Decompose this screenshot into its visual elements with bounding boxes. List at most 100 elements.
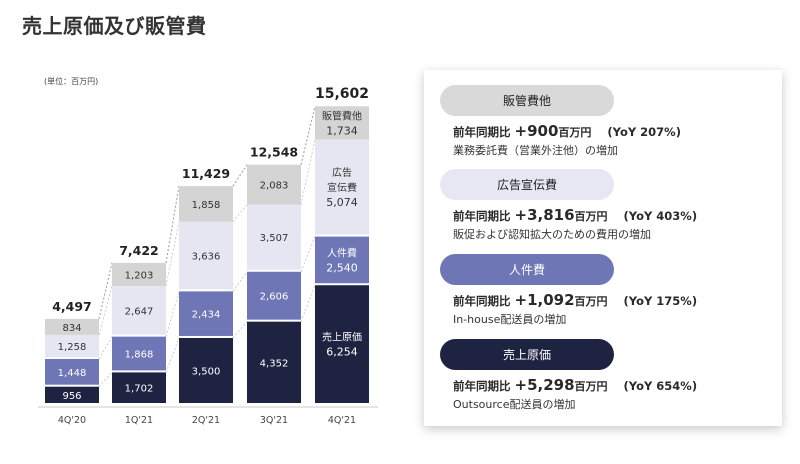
cogs-change: 前年同期比 +5,298百万円 (YoY 654%) [453,376,770,394]
connector-line [98,372,113,387]
value-label: 2,540 [326,261,358,274]
value-label: 1,448 [58,368,87,379]
value-label: 5,074 [326,196,358,209]
connector-line [165,291,180,337]
value-label: 2,647 [125,306,154,317]
unit-label: (単位：百万円) [44,77,99,86]
value-label: 956 [62,391,81,402]
total-label: 12,548 [250,145,298,160]
yoy-value: (YoY 175%) [623,294,698,308]
change-prefix: 前年同期比 [453,379,511,393]
value-label: 1,258 [58,342,87,353]
page-title: 売上原価及び販管費 [22,14,207,38]
yoy-value: (YoY 207%) [607,125,681,139]
sga-other-pill: 販管費他 [440,85,614,116]
commentary-item-cogs: 売上原価 前年同期比 +5,298百万円 (YoY 654%) Outsourc… [440,339,770,412]
category-label: 4Q'21 [328,415,356,426]
bar-segment-cogs-3 [247,321,301,403]
series-inline-label: 宣伝費 [327,181,357,194]
category-label: 2Q'21 [192,415,220,426]
bar-segment-sga_other-0 [45,318,99,335]
bar-segment-personnel-0 [45,358,99,385]
change-prefix: 前年同期比 [453,209,511,223]
ad-change: 前年同期比 +3,816百万円 (YoY 403%) [453,206,770,224]
personnel-change: 前年同期比 +1,092百万円 (YoY 175%) [453,291,770,309]
commentary-panel: 販管費他 前年同期比 +900百万円 (YoY 207%) 業務委託費（営業外注… [424,70,782,426]
sga-other-note: 業務委託費（営業外注他）の増加 [453,144,618,157]
connector-line [232,271,248,292]
bar-segment-sga_other-2 [179,186,233,222]
value-label: 4,352 [260,358,289,369]
change-unit: 百万円 [574,380,608,393]
total-label: 15,602 [315,86,369,102]
change-value: +3,816 [514,206,575,224]
connector-line [300,236,316,272]
change-prefix: 前年同期比 [453,125,511,139]
series-inline-label: 売上原価 [322,331,362,344]
category-label: 1Q'21 [125,415,153,426]
connector-line [165,186,180,263]
sga-other-change: 前年同期比 +900百万円 (YoY 207%) [453,122,770,140]
value-label: 1,203 [125,270,154,281]
value-label: 3,507 [260,233,289,244]
personnel-pill: 人件費 [440,254,614,285]
connector-line [232,164,248,187]
bar-segment-cogs-2 [179,337,233,403]
bar-segment-ad-2 [179,221,233,290]
connector-line [98,262,113,320]
connector-line [232,321,248,339]
bar-segment-personnel-1 [112,336,166,371]
category-label: 4Q'20 [58,415,86,426]
change-unit: 百万円 [574,210,608,223]
connector-line [165,221,180,287]
personnel-note: In-house配送員の増加 [453,313,567,326]
value-label: 1,858 [192,200,221,211]
category-label: 3Q'21 [260,415,288,426]
bar-segment-ad-1 [112,285,166,335]
bar-segment-cogs-0 [45,386,99,403]
yoy-value: (YoY 654%) [623,379,698,393]
value-label: 1,734 [326,124,358,137]
stacked-bar-chart: 956 1,448 1,258 834 4,497 4Q'20 1,702 1,868 2,64… [38,86,378,426]
connector-line [300,139,316,205]
bar-segment-cogs-4 [315,285,369,403]
change-value: +1,092 [514,291,575,309]
value-label: 2,606 [260,292,289,303]
ad-pill: 広告宣伝費 [440,169,614,200]
connector-line [232,204,248,222]
commentary-item-personnel: 人件費 前年同期比 +1,092百万円 (YoY 175%) In-house配… [440,254,770,327]
change-prefix: 前年同期比 [453,294,511,308]
ad-note: 販促および認知拡大のための費用の増加 [453,228,651,241]
value-label: 1,702 [125,384,154,395]
change-value: +900 [514,122,559,140]
change-unit: 百万円 [574,295,608,308]
connector-line [98,285,113,335]
change-value: +5,298 [514,376,575,394]
connector-line [300,106,316,165]
bar-segment-cogs-1 [112,372,166,403]
series-inline-label: 広告 [332,166,352,179]
commentary-item-ad: 広告宣伝費 前年同期比 +3,816百万円 (YoY 403%) 販促および認知… [440,169,770,242]
value-label: 3,500 [192,366,221,377]
total-label: 7,422 [119,243,159,258]
total-label: 11,429 [182,166,230,181]
bar-segment-ad-4 [315,139,369,235]
bar-segment-ad-0 [45,334,99,357]
value-label: 834 [62,323,81,334]
bar-segment-ad-3 [247,204,301,270]
bar-segment-sga_other-3 [247,164,301,205]
cogs-pill: 売上原価 [440,339,614,370]
bar-segment-sga_other-1 [112,262,166,286]
value-label: 2,083 [260,181,289,192]
bar-segment-personnel-4 [315,236,369,284]
commentary-item-sga-other: 販管費他 前年同期比 +900百万円 (YoY 207%) 業務委託費（営業外注… [440,85,770,158]
total-label: 4,497 [52,299,92,314]
bar-segment-personnel-2 [179,291,233,336]
yoy-value: (YoY 403%) [623,209,698,223]
connector-line [300,285,316,322]
bar-segment-personnel-3 [247,271,301,320]
value-label: 2,434 [192,310,221,321]
value-label: 1,868 [125,350,154,361]
series-inline-label: 販管費他 [322,109,362,122]
cogs-note: Outsource配送員の増加 [453,398,576,411]
